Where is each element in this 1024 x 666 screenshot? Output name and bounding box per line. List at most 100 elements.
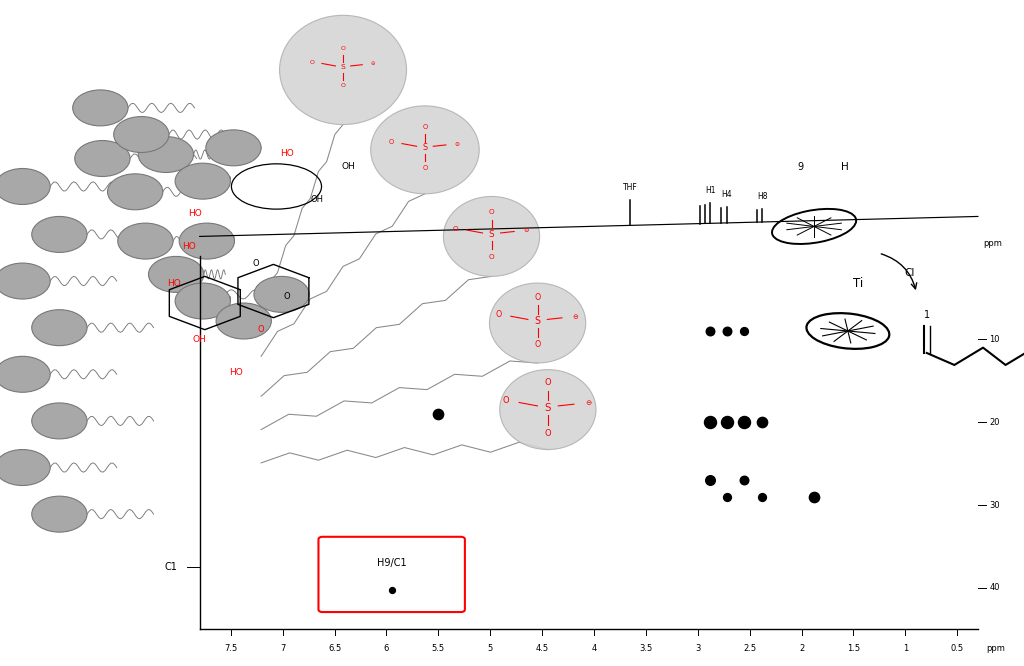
Circle shape <box>254 276 309 312</box>
Text: H: H <box>841 161 849 172</box>
Point <box>719 326 735 336</box>
Text: S: S <box>341 64 345 70</box>
Circle shape <box>75 141 130 176</box>
Text: HO: HO <box>228 368 243 378</box>
Point <box>702 326 719 336</box>
Text: O: O <box>389 139 394 145</box>
Text: $\ominus$: $\ominus$ <box>523 226 530 234</box>
Text: 2: 2 <box>799 644 804 653</box>
Point <box>719 417 735 428</box>
Text: H9/C1: H9/C1 <box>377 557 407 567</box>
Text: S: S <box>488 230 495 239</box>
Circle shape <box>0 450 50 486</box>
Text: O: O <box>535 293 541 302</box>
FancyBboxPatch shape <box>318 537 465 612</box>
Ellipse shape <box>280 15 407 125</box>
Text: O: O <box>488 209 495 215</box>
Circle shape <box>32 216 87 252</box>
Text: C1: C1 <box>164 562 177 572</box>
Circle shape <box>0 168 50 204</box>
Point <box>383 585 399 595</box>
Text: ppm: ppm <box>983 239 1001 248</box>
Text: O: O <box>422 165 428 171</box>
Circle shape <box>32 496 87 532</box>
Point <box>702 417 719 428</box>
Text: O: O <box>545 428 551 438</box>
Text: O: O <box>453 226 458 232</box>
Text: S: S <box>422 143 428 152</box>
Text: 1: 1 <box>903 644 908 653</box>
Circle shape <box>206 130 261 166</box>
Text: 4.5: 4.5 <box>536 644 549 653</box>
Text: H8: H8 <box>757 192 767 200</box>
Text: OH: OH <box>341 162 355 171</box>
Text: O: O <box>310 60 314 65</box>
Ellipse shape <box>371 106 479 194</box>
Text: 7.5: 7.5 <box>224 644 238 653</box>
Circle shape <box>0 356 50 392</box>
Text: OH: OH <box>193 335 207 344</box>
Circle shape <box>0 263 50 299</box>
Text: 3: 3 <box>695 644 700 653</box>
Text: OH: OH <box>311 195 324 204</box>
Text: 9: 9 <box>798 161 804 172</box>
Text: H1: H1 <box>705 186 716 195</box>
Circle shape <box>73 90 128 126</box>
Text: Ti: Ti <box>853 276 863 290</box>
Circle shape <box>175 283 230 319</box>
Text: 6.5: 6.5 <box>328 644 341 653</box>
Text: O: O <box>545 378 551 387</box>
Text: 3.5: 3.5 <box>639 644 652 653</box>
Text: S: S <box>545 402 551 413</box>
Text: $\ominus$: $\ominus$ <box>585 398 592 407</box>
Text: 4: 4 <box>592 644 597 653</box>
Text: 6: 6 <box>384 644 389 653</box>
Text: O: O <box>488 254 495 260</box>
Point <box>719 492 735 502</box>
Text: 1.5: 1.5 <box>847 644 860 653</box>
Text: 20: 20 <box>989 418 999 427</box>
Point <box>736 326 753 336</box>
Text: 1: 1 <box>924 310 930 320</box>
Text: 5.5: 5.5 <box>432 644 444 653</box>
Text: $\ominus$: $\ominus$ <box>454 140 461 148</box>
Text: O: O <box>253 258 259 268</box>
Text: $\ominus$: $\ominus$ <box>370 59 376 67</box>
Circle shape <box>179 223 234 259</box>
Text: O: O <box>496 310 502 319</box>
Point <box>702 475 719 486</box>
Circle shape <box>32 403 87 439</box>
Circle shape <box>32 310 87 346</box>
Point <box>754 417 770 428</box>
Text: ppm: ppm <box>986 644 1005 653</box>
Text: O: O <box>284 292 290 301</box>
Text: 10: 10 <box>989 335 999 344</box>
Text: 2.5: 2.5 <box>743 644 756 653</box>
Ellipse shape <box>489 283 586 363</box>
Text: HO: HO <box>187 208 202 218</box>
Circle shape <box>138 137 194 172</box>
Circle shape <box>108 174 163 210</box>
Text: O: O <box>341 83 345 89</box>
Circle shape <box>216 303 271 339</box>
Circle shape <box>175 163 230 199</box>
Point <box>736 417 753 428</box>
Text: O: O <box>258 325 264 334</box>
Text: THF: THF <box>623 183 638 192</box>
Text: 7: 7 <box>280 644 286 653</box>
Text: O: O <box>341 46 345 51</box>
Ellipse shape <box>443 196 540 276</box>
Text: O: O <box>535 340 541 349</box>
Circle shape <box>148 256 204 292</box>
Text: HO: HO <box>280 149 294 158</box>
Text: 30: 30 <box>989 501 999 509</box>
Point <box>736 475 753 486</box>
Text: O: O <box>503 396 509 406</box>
Point <box>754 492 770 502</box>
Ellipse shape <box>500 370 596 450</box>
Text: HO: HO <box>167 278 181 288</box>
Text: O: O <box>422 125 428 131</box>
Text: S: S <box>535 316 541 326</box>
Text: 40: 40 <box>989 583 999 593</box>
Point <box>430 408 446 419</box>
